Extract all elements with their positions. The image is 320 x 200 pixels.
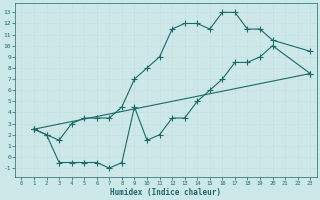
X-axis label: Humidex (Indice chaleur): Humidex (Indice chaleur) (110, 188, 221, 197)
